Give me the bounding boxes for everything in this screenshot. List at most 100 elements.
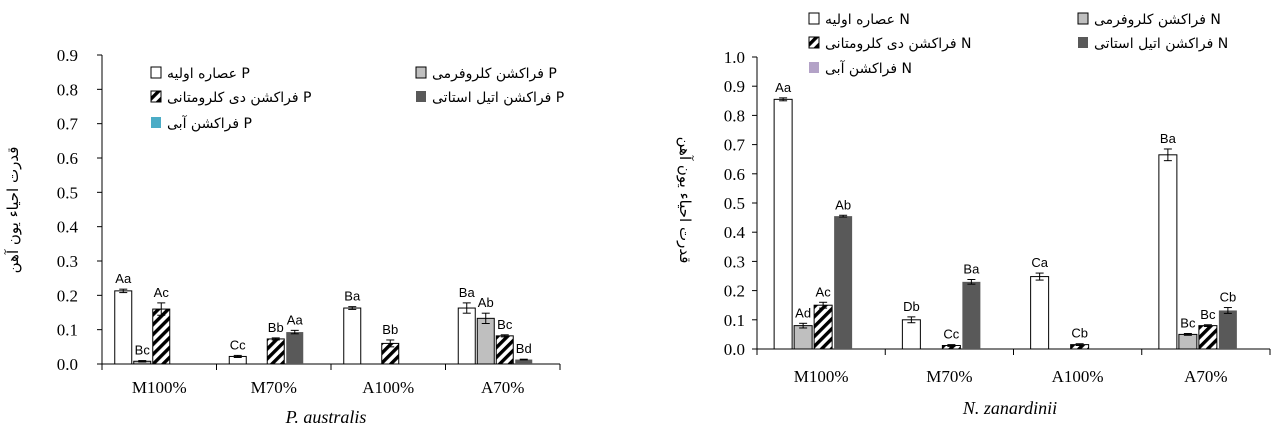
data-label: Ba <box>344 289 361 304</box>
y-tick-label: 0.8 <box>724 106 745 125</box>
right-legend-dichloromethane: N فراکشن دی کلرومتانی <box>808 36 972 52</box>
right-legend: N عصاره اولیه N فراکشن کلروفرمی N فراکشن… <box>808 12 1228 77</box>
legend-label: N فراکشن دی کلرومتانی <box>825 36 972 52</box>
y-tick-label: 0.8 <box>57 80 78 99</box>
data-label: Cc <box>230 337 246 352</box>
bar-chloroform <box>1178 333 1198 350</box>
right-y-ticks: 0.0 0.1 0.2 0.3 0.4 0.5 0.6 0.7 0.8 0.9 1.0 <box>724 48 757 359</box>
right-legend-ethylacetate: N فراکشن اتیل استاتی <box>1078 36 1228 52</box>
right-x-ticks: M100% M70% A100% A70% <box>756 349 1271 386</box>
data-label: Ba <box>459 285 476 300</box>
legend-label: N فراکشن اتیل استاتی <box>1094 36 1228 52</box>
right-legend-chloroform: N فراکشن کلروفرمی <box>1077 12 1221 28</box>
left-chart: 0.0 0.1 0.2 0.3 0.4 0.5 0.6 0.7 0.8 0.9 M100% M70%… <box>4 46 564 427</box>
left-legend-dichloromethane: P فراکشن دی کلرومتانی <box>150 90 311 106</box>
y-tick-label: 0.7 <box>57 115 79 134</box>
y-tick-label: 0.1 <box>724 311 745 330</box>
legend-label: N فراکشن کلروفرمی <box>1094 12 1221 28</box>
right-chart: 0.00.10.20.30.40.50.60.70.80.91.0 M100% M… <box>676 12 1271 418</box>
y-tick-label: 0.0 <box>724 340 745 359</box>
y-tick-label: 0.4 <box>724 223 746 242</box>
data-label: Aa <box>287 312 304 327</box>
legend-swatch <box>808 36 820 49</box>
bar-ethylacetate <box>286 332 304 364</box>
bar-ethylacetate <box>962 281 981 349</box>
data-label: Ca <box>1031 255 1048 270</box>
bar-initial <box>1030 276 1050 350</box>
legend-swatch <box>151 117 161 128</box>
legend-label: N فراکشن آبی <box>825 60 912 77</box>
y-tick-label: 0.2 <box>57 286 78 305</box>
data-label: Bb <box>382 322 398 337</box>
legend-swatch <box>1078 37 1088 48</box>
bar-initial <box>901 319 921 350</box>
data-label: Ba <box>963 262 980 277</box>
data-label: Aa <box>115 271 132 286</box>
y-tick-label: 0.5 <box>57 183 78 202</box>
right-bars: Aa Ad Ac Ab Db Cc Ba Ca Cb Ba Bc Bc Cb <box>773 80 1237 350</box>
y-tick-label: 0.5 <box>724 194 745 213</box>
bar-initial <box>457 307 476 365</box>
left-x-ticks: M100% M70% A100% A70% <box>101 364 561 397</box>
y-tick-label: 0.0 <box>57 355 78 374</box>
y-tick-label: 0.9 <box>57 46 78 65</box>
category-label: M100% <box>794 367 849 386</box>
legend-swatch <box>1077 12 1089 25</box>
y-tick-label: 0.6 <box>57 149 78 168</box>
left-legend-chloroform: P فراکشن کلروفرمی <box>415 66 557 82</box>
legend-label: P فراکشن کلروفرمی <box>432 66 557 82</box>
bar-dichloromethane <box>813 304 833 350</box>
data-label: Bc <box>1180 316 1196 331</box>
left-legend-aqueous: P فراکشن آبی <box>151 115 252 132</box>
bar-dichloromethane <box>152 308 171 365</box>
bar-initial <box>773 98 793 350</box>
y-tick-label: 0.4 <box>57 218 79 237</box>
data-label: Bc <box>1200 307 1216 322</box>
category-label: A70% <box>481 378 524 397</box>
data-label: Ac <box>816 284 832 299</box>
category-label: M70% <box>251 378 297 397</box>
data-label: Cb <box>1220 290 1237 305</box>
bar-ethylacetate <box>1218 310 1237 349</box>
legend-label: P فراکشن دی کلرومتانی <box>167 90 311 106</box>
left-y-ticks: 0.0 0.1 0.2 0.3 0.4 0.5 0.6 0.7 0.8 0.9 <box>57 46 102 374</box>
data-label: Ba <box>1160 131 1177 146</box>
y-tick-label: 0.2 <box>724 282 745 301</box>
bar-dichloromethane <box>495 335 514 365</box>
legend-label: N عصاره اولیه <box>825 12 910 28</box>
bar-chloroform <box>793 325 813 350</box>
bar-initial <box>343 307 362 365</box>
bar-ethylacetate <box>515 359 533 364</box>
bar-dichloromethane <box>1198 325 1218 350</box>
right-legend-aqueous: N فراکشن آبی <box>809 60 912 77</box>
data-label: Aa <box>775 80 792 95</box>
data-label: Bc <box>135 343 151 358</box>
right-y-axis-title: قدرت احیاء یون آهن <box>676 137 694 264</box>
bar-chloroform <box>476 317 495 365</box>
y-tick-label: 0.3 <box>57 252 78 271</box>
y-tick-label: 1.0 <box>724 48 745 67</box>
data-label: Cb <box>1071 326 1088 341</box>
y-tick-label: 0.7 <box>724 136 746 155</box>
category-label: M100% <box>132 378 187 397</box>
data-label: Bc <box>497 317 513 332</box>
right-x-axis-title: N. zanardinii <box>962 398 1057 418</box>
bar-initial <box>114 290 133 365</box>
data-label: Cc <box>943 327 959 342</box>
data-label: Bb <box>268 320 284 335</box>
y-tick-label: 0.6 <box>724 165 745 184</box>
legend-label: P عصاره اولیه <box>167 66 250 82</box>
data-label: Ab <box>478 295 494 310</box>
y-tick-label: 0.1 <box>57 321 78 340</box>
data-label: Bd <box>516 341 532 356</box>
legend-swatch <box>150 66 162 79</box>
legend-swatch <box>416 91 426 102</box>
category-label: A70% <box>1184 367 1227 386</box>
category-label: M70% <box>926 367 972 386</box>
left-legend: P عصاره اولیه P فراکشن کلروفرمی P فراکشن… <box>150 66 564 132</box>
y-tick-label: 0.3 <box>724 252 745 271</box>
legend-swatch <box>808 12 820 25</box>
data-label: Ab <box>835 197 851 212</box>
